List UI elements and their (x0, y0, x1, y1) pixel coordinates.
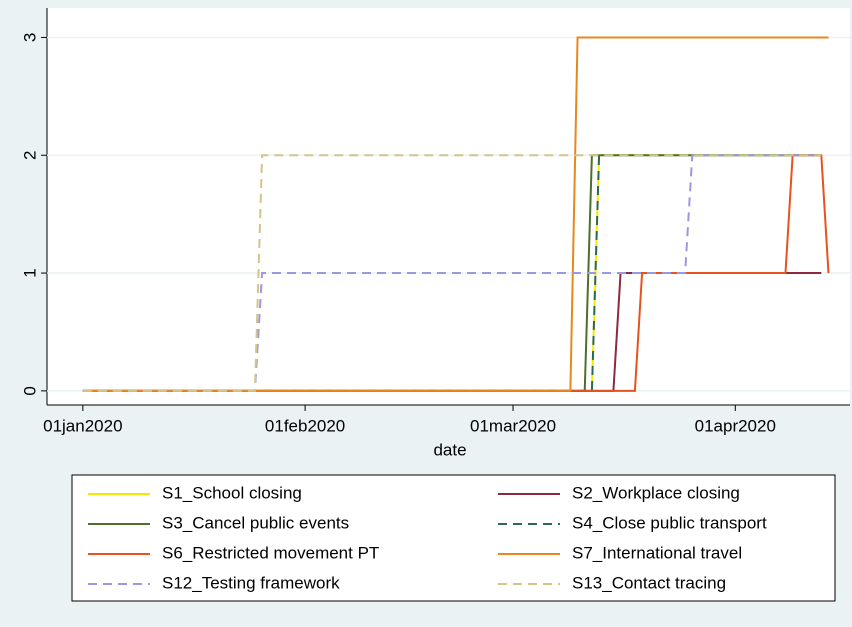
legend-label: S13_Contact tracing (572, 573, 726, 592)
y-tick-label: 0 (20, 386, 39, 395)
legend-label: S2_Workplace closing (572, 483, 740, 502)
plot-area (47, 8, 850, 405)
legend (71, 474, 836, 602)
x-axis-title: date (433, 440, 466, 459)
x-tick-label: 01mar2020 (470, 416, 556, 435)
legend-label: S6_Restricted movement PT (162, 543, 379, 562)
y-tick-label: 3 (20, 33, 39, 42)
legend-label: S7_International travel (572, 543, 742, 562)
x-tick-label: 01apr2020 (695, 416, 776, 435)
x-tick-label: 01jan2020 (43, 416, 122, 435)
x-tick-label: 01feb2020 (265, 416, 345, 435)
legend-label: S3_Cancel public events (162, 513, 349, 532)
legend-label: S4_Close public transport (572, 513, 767, 532)
y-tick-label: 2 (20, 151, 39, 160)
legend-label: S1_School closing (162, 483, 302, 502)
series-line (82, 154, 822, 392)
series-line (82, 36, 829, 392)
y-tick-label: 1 (20, 268, 39, 277)
legend-label: S12_Testing framework (162, 573, 340, 592)
